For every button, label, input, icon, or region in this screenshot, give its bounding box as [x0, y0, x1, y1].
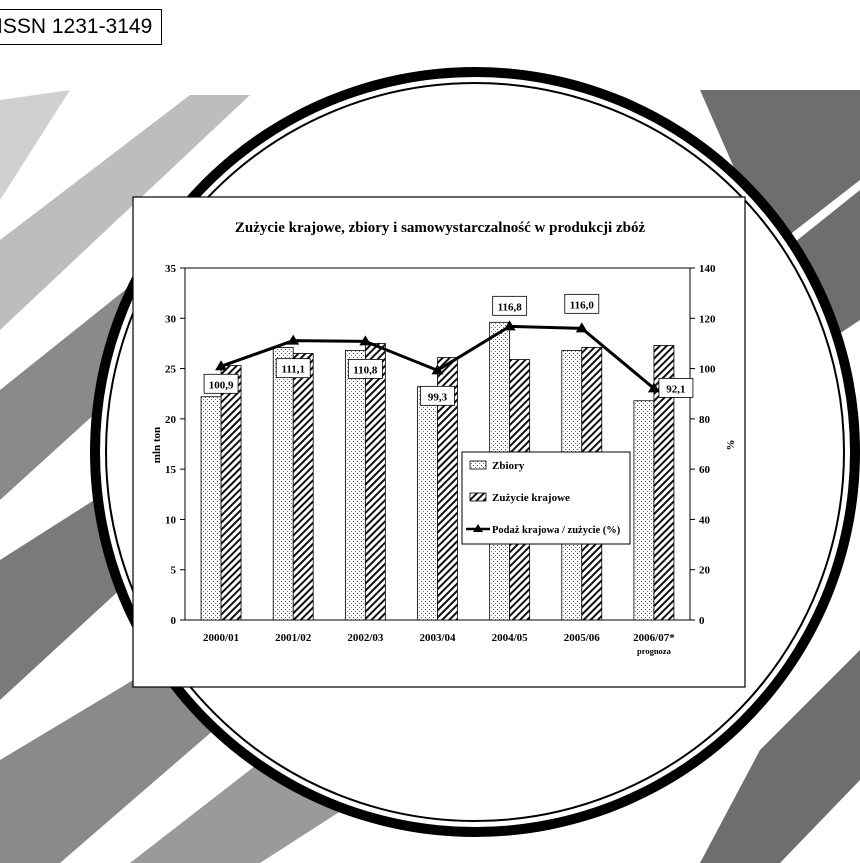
- y-tick-label: 5: [171, 565, 177, 577]
- bar-zbiory: [633, 400, 655, 621]
- y2-tick-label: 0: [699, 615, 705, 627]
- bar-zuzycie-krajowe: [437, 357, 458, 621]
- data-label-box: [203, 373, 239, 394]
- bar-zuzycie-krajowe: [364, 343, 386, 621]
- legend-swatch-zbiory: [469, 460, 487, 470]
- data-label: 111,1: [281, 364, 305, 376]
- y-axis-label: mln ton: [151, 427, 163, 463]
- data-label: 100,9: [209, 379, 234, 391]
- background-stripe: [0, 95, 250, 330]
- y2-tick-label: 100: [699, 364, 716, 376]
- legend-label-podaz: Podaż krajowa / zużycie (%): [492, 525, 621, 536]
- data-label-box: [658, 378, 694, 398]
- data-label-box: [492, 295, 528, 316]
- x-tick-label: 2005/06: [564, 632, 601, 644]
- line-marker: [431, 364, 444, 375]
- line-marker: [647, 382, 660, 393]
- y-tick-label: 35: [165, 263, 177, 275]
- bar-zuzycie-krajowe: [653, 345, 675, 621]
- data-label: 99,3: [428, 391, 448, 403]
- legend-swatch-zuzycie: [469, 492, 487, 502]
- y2-tick-label: 20: [699, 565, 711, 577]
- legend-marker-podaz: [473, 524, 483, 532]
- y-tick-label: 30: [165, 313, 177, 325]
- y2-tick-label: 80: [699, 414, 711, 426]
- bar-zbiory: [272, 347, 294, 621]
- y2-tick-label: 140: [699, 263, 716, 275]
- issn-label: ISSN 1231-3149: [0, 9, 162, 45]
- bar-zuzycie-krajowe: [220, 365, 242, 621]
- data-label: 92,1: [666, 383, 685, 395]
- y-tick-label: 25: [165, 364, 177, 376]
- x-tick-label: 2004/05: [492, 632, 529, 644]
- y2-tick-label: 60: [699, 464, 711, 476]
- y-tick-label: 20: [165, 414, 177, 426]
- data-label: 116,0: [570, 299, 595, 311]
- background-stripe: [700, 650, 860, 863]
- x-tick-note: prognoza: [637, 646, 672, 656]
- legend: Zbiory Zużycie krajowe Podaż krajowa / z…: [461, 451, 631, 545]
- bar-zbiory: [200, 396, 222, 621]
- y2-axis-label: %: [725, 440, 737, 451]
- line-marker: [287, 334, 300, 345]
- x-tick-label: 2002/03: [347, 632, 384, 644]
- x-tick-label: 2006/07*: [633, 632, 675, 644]
- y2-tick-label: 120: [699, 313, 716, 325]
- y-tick-label: 15: [165, 464, 177, 476]
- bar-zbiory: [417, 386, 438, 621]
- legend-label-zbiory: Zbiory: [492, 460, 525, 472]
- y-tick-label: 10: [165, 514, 177, 526]
- y-tick-label: 0: [171, 615, 177, 627]
- bar-zuzycie-krajowe: [292, 353, 314, 621]
- chart-title: Zużycie krajowe, zbiory i samowystarczal…: [235, 220, 646, 236]
- line-marker: [503, 320, 516, 331]
- data-label: 116,8: [498, 301, 523, 313]
- line-marker: [215, 360, 228, 371]
- data-label-box: [564, 293, 600, 314]
- circle-thin-ring: [105, 82, 845, 822]
- y2-tick-label: 40: [699, 514, 711, 526]
- line-marker: [575, 322, 588, 333]
- x-tick-label: 2001/02: [275, 632, 312, 644]
- data-label-box: [347, 359, 383, 379]
- x-tick-label: 2003/04: [419, 632, 456, 644]
- data-label-box: [275, 358, 311, 379]
- legend-label-zuzycie: Zużycie krajowe: [492, 492, 570, 504]
- data-label-box: [420, 385, 455, 406]
- data-label: 110,8: [353, 364, 378, 376]
- line-marker: [359, 335, 372, 346]
- x-tick-label: 2000/01: [203, 632, 239, 644]
- background-stripe: [0, 90, 70, 200]
- background-stripe: [700, 90, 860, 250]
- bar-zbiory: [344, 350, 366, 621]
